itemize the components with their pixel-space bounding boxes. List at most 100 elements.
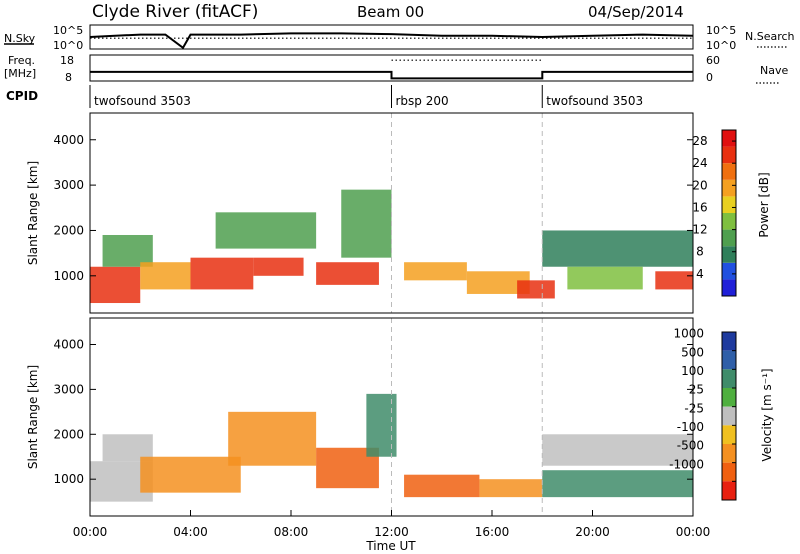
velocity-data bbox=[90, 393, 693, 502]
power-colorbar-swatch bbox=[722, 213, 736, 230]
velocity-colorbar-swatch bbox=[722, 462, 736, 482]
velocity-colorbar-swatch bbox=[722, 425, 736, 444]
y-tick-label: 2000 bbox=[53, 427, 84, 441]
frequency-panel: Freq. [MHz] 18 8 60 0 Nave bbox=[4, 54, 788, 84]
freq-right-label: Nave bbox=[760, 64, 788, 77]
velocity-colorbar-tick-label: 1000 bbox=[673, 327, 704, 341]
power-y-label: Slant Range [km] bbox=[26, 161, 40, 265]
data-band bbox=[404, 262, 467, 281]
station-title: Clyde River (fitACF) bbox=[92, 2, 258, 22]
x-tick-label: 08:00 bbox=[274, 525, 309, 539]
power-colorbar-frame bbox=[721, 129, 737, 297]
data-band bbox=[542, 470, 693, 498]
cpid-segment-label: twofsound 3503 bbox=[546, 94, 643, 108]
velocity-panel: 1000 2000 3000 4000 00:00 04:00 08:00 12:00 16:… bbox=[26, 317, 774, 553]
noise-right-label: N.Search bbox=[745, 30, 795, 43]
velocity-colorbar-tick-label: 100 bbox=[681, 364, 704, 378]
power-colorbar-swatch bbox=[722, 146, 736, 164]
x-tick-label: 04:00 bbox=[173, 525, 208, 539]
velocity-colorbar-swatch bbox=[722, 369, 736, 388]
series-line-0 bbox=[89, 32, 694, 50]
series-line-0 bbox=[90, 70, 693, 80]
power-colorbar-tick-label: 12 bbox=[692, 223, 707, 237]
data-band bbox=[190, 257, 254, 290]
power-colorbar-swatch bbox=[722, 229, 736, 247]
velocity-y-ticks: 1000 2000 3000 4000 bbox=[53, 337, 693, 486]
power-colorbar-swatch bbox=[722, 262, 736, 280]
noise-left-tick-bottom: 10^0 bbox=[53, 39, 83, 52]
data-band bbox=[253, 257, 304, 276]
y-tick-label: 1000 bbox=[53, 472, 84, 486]
data-band bbox=[479, 479, 543, 498]
data-band bbox=[542, 434, 693, 466]
noise-left-tick-top: 10^5 bbox=[53, 24, 83, 37]
power-colorbar-tick-label: 4 bbox=[696, 267, 704, 281]
cpid-segment-label: twofsound 3503 bbox=[94, 94, 191, 108]
velocity-colorbar-swatch bbox=[722, 332, 736, 351]
power-colorbar-tick-label: 8 bbox=[696, 245, 704, 259]
power-colorbar-swatch bbox=[722, 179, 736, 197]
power-colorbar-swatch bbox=[722, 130, 736, 147]
y-tick-label: 4000 bbox=[53, 337, 84, 351]
x-tick-label: 16:00 bbox=[475, 525, 510, 539]
data-band bbox=[140, 262, 191, 290]
data-band bbox=[655, 271, 693, 290]
velocity-colorbar-tick-label: -500 bbox=[677, 439, 704, 453]
beam-title: Beam 00 bbox=[357, 3, 424, 21]
velocity-colorbar-label: Velocity [m s⁻¹] bbox=[760, 368, 774, 461]
freq-left-tick-top: 18 bbox=[60, 54, 74, 67]
data-band bbox=[366, 393, 397, 457]
power-data bbox=[90, 189, 693, 304]
velocity-colorbar-tick-label: -100 bbox=[677, 420, 704, 434]
freq-left-tick-bottom: 8 bbox=[65, 71, 72, 84]
power-colorbar-swatch bbox=[722, 163, 736, 180]
noise-left-label: N.Sky bbox=[4, 32, 36, 45]
data-band bbox=[567, 266, 643, 290]
velocity-colorbar-tick-label: -1000 bbox=[669, 457, 704, 471]
data-band bbox=[316, 262, 379, 285]
velocity-colorbar-tick-label: -25 bbox=[684, 401, 704, 415]
freq-right-tick-bottom: 0 bbox=[706, 71, 713, 84]
power-colorbar-swatch bbox=[722, 196, 736, 213]
data-band bbox=[215, 212, 317, 249]
velocity-colorbar-swatch bbox=[722, 406, 736, 426]
data-band bbox=[228, 411, 317, 466]
velocity-segment-markers bbox=[391, 318, 543, 516]
noise-series bbox=[89, 32, 694, 50]
power-colorbar: 4 8 12 16 20 24 28 bbox=[692, 129, 737, 297]
power-frame bbox=[89, 112, 694, 314]
velocity-x-ticks: 00:00 04:00 08:00 12:00 16:00 20:00 00:00 bbox=[73, 510, 711, 539]
power-colorbar-tick-label: 28 bbox=[692, 134, 707, 148]
data-band bbox=[542, 230, 693, 267]
power-colorbar-label: Power [dB] bbox=[757, 172, 771, 237]
x-tick-label: 12:00 bbox=[374, 525, 409, 539]
x-tick-label: 00:00 bbox=[676, 525, 711, 539]
velocity-colorbar-tick-label: 25 bbox=[689, 383, 704, 397]
cpid-segment-label: rbsp 200 bbox=[396, 94, 449, 108]
data-band bbox=[341, 189, 392, 258]
data-band bbox=[140, 456, 241, 493]
freq-left-label: Freq. bbox=[8, 54, 35, 67]
frequency-series bbox=[90, 59, 693, 80]
x-tick-label: 00:00 bbox=[73, 525, 108, 539]
y-tick-label: 3000 bbox=[53, 382, 84, 396]
power-colorbar-swatch bbox=[722, 246, 736, 263]
power-colorbar-tick-label: 20 bbox=[692, 178, 707, 192]
velocity-y-label: Slant Range [km] bbox=[26, 365, 40, 469]
velocity-colorbar-frame bbox=[721, 331, 737, 501]
date-title: 04/Sep/2014 bbox=[588, 3, 684, 21]
velocity-x-label: Time UT bbox=[365, 539, 416, 553]
data-band bbox=[102, 234, 153, 267]
data-band bbox=[466, 271, 530, 294]
y-tick-label: 3000 bbox=[53, 178, 84, 192]
y-tick-label: 2000 bbox=[53, 223, 84, 237]
noise-right-tick-top: 10^5 bbox=[706, 24, 736, 37]
power-panel: 1000 2000 3000 4000 Slant Range [km] 4 8 12 16… bbox=[26, 112, 771, 314]
velocity-colorbar-swatch bbox=[722, 444, 736, 463]
freq-right-tick-top: 60 bbox=[706, 54, 720, 67]
power-colorbar-tick-label: 24 bbox=[692, 156, 707, 170]
power-colorbar-tick-label: 16 bbox=[692, 200, 707, 214]
cpid-segments: twofsound 3503 rbsp 200 twofsound 3503 bbox=[89, 85, 643, 108]
noise-right-tick-bottom: 10^0 bbox=[706, 39, 736, 52]
